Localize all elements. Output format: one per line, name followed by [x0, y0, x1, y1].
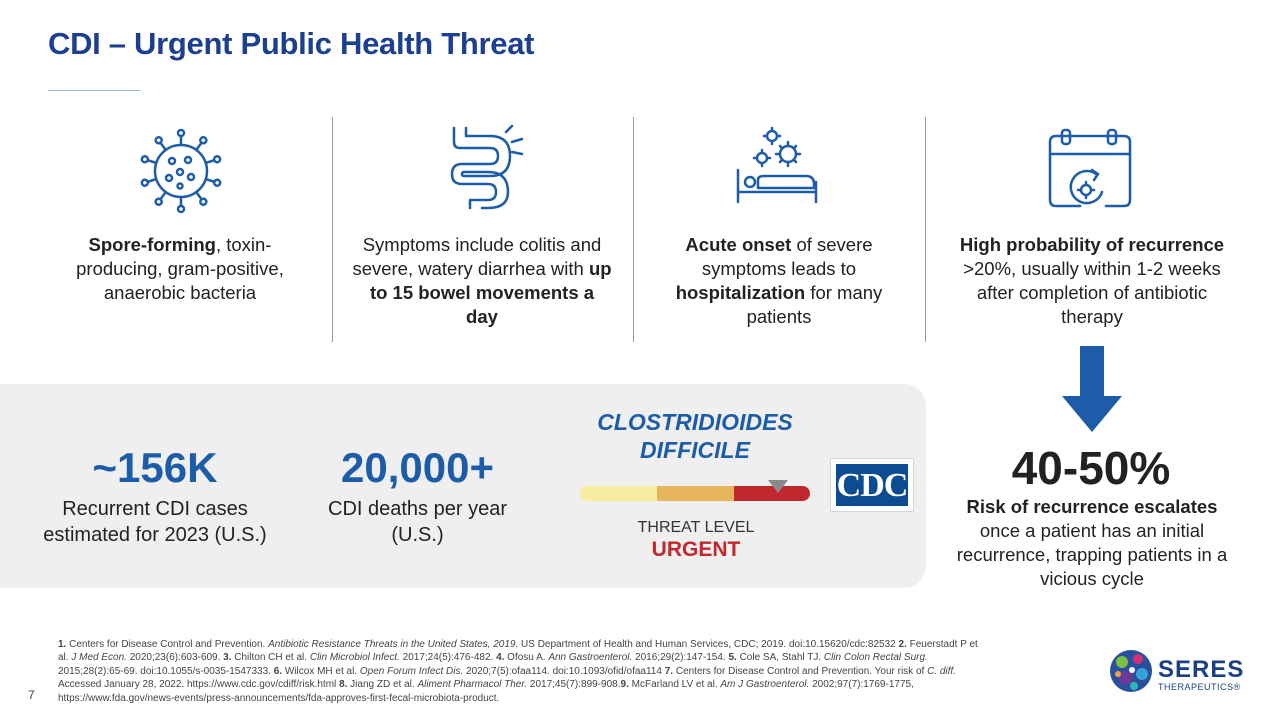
- reference-run: US Department of Health and Human Servic…: [518, 639, 899, 650]
- recurrence-text: Risk of recurrence escalates once a pati…: [946, 495, 1238, 591]
- column-divider: [925, 117, 926, 342]
- seres-logo-tagline: THERAPEUTICS®: [1158, 682, 1241, 692]
- reference-run: Ann Gastroenterol.: [548, 652, 633, 664]
- threat-level-label: THREAT LEVEL: [637, 519, 755, 536]
- feature-text-run: Symptoms include colitis and severe, wat…: [352, 234, 602, 279]
- reference-run: Jiang ZD et al.: [347, 679, 418, 691]
- intestine-icon: [450, 124, 524, 210]
- column-divider: [633, 117, 634, 342]
- threat-bar-low: [580, 486, 657, 501]
- threat-bar-high: [734, 486, 810, 501]
- cases-value: ~156K: [92, 444, 218, 491]
- reference-run: 1.: [58, 639, 67, 650]
- reference-run: 2.: [898, 639, 907, 650]
- feature-text-run: >20%, usually within 1-2 weeks after com…: [963, 258, 1221, 327]
- reference-run: 2020;7(5):ofaa114. doi:10.1093/ofid/ofaa…: [463, 665, 665, 677]
- threat-level-value: URGENT: [651, 538, 741, 561]
- column-divider: [332, 117, 333, 342]
- reference-run: Accessed January 28, 2022. https://www.c…: [58, 679, 340, 691]
- feature-text-run: Acute onset: [685, 234, 792, 255]
- bacteria-icon: [140, 128, 222, 214]
- feature-text-run: High probability of recurrence: [959, 234, 1225, 255]
- reference-run: Chilton CH et al.: [231, 652, 310, 664]
- reference-run: Cole SA, Stahl TJ.: [736, 652, 824, 664]
- seres-logo-mark: [1110, 650, 1152, 692]
- reference-run: Aliment Pharmacol Ther.: [417, 679, 528, 691]
- reference-run: McFarland LV et al.: [628, 679, 721, 691]
- feature-text-onset: Acute onset of severe symptoms leads to …: [660, 233, 898, 329]
- feature-text-run: , toxin-producing, gram-positive, anaero…: [76, 234, 284, 303]
- hospital-bed-icon: [736, 126, 818, 204]
- page-number: 7: [28, 688, 35, 702]
- seres-logo-name: SERES: [1158, 656, 1245, 683]
- reference-run: Centers for Disease Control and Preventi…: [66, 639, 269, 650]
- reference-run: 2020;23(6):603-609.: [126, 652, 224, 664]
- title-underline: [48, 90, 140, 91]
- recurrence-text-bold: Risk of recurrence escalates: [966, 496, 1218, 517]
- recurrence-text-rest: once a patient has an initial recurrence…: [956, 520, 1228, 589]
- cases-label: Recurrent CDI cases estimated for 2023 (…: [43, 498, 267, 546]
- threat-level-marker: [768, 480, 788, 493]
- reference-run: 2016;29(2):147-154.: [632, 652, 729, 664]
- reference-run: 2015;28(2):65-69. doi:10.1055/s-0035-154…: [58, 665, 274, 677]
- feature-text-run: hospitalization: [675, 282, 806, 303]
- reference-run: Am J Gastroenterol.: [720, 679, 810, 691]
- feature-text-run: of severe symptoms leads to: [701, 234, 873, 279]
- reference-run: C. diff.: [927, 665, 956, 677]
- reference-run: Ofosu A.: [504, 652, 549, 664]
- feature-text-bacteria: Spore-forming, toxin-producing, gram-pos…: [60, 233, 300, 305]
- reference-run: 5.: [728, 652, 737, 664]
- reference-run: 2017;24(5):476-482.: [399, 652, 497, 664]
- feature-text-symptoms: Symptoms include colitis and severe, wat…: [352, 233, 612, 329]
- reference-run: 6.: [273, 665, 283, 677]
- down-arrow-icon: [1062, 346, 1122, 432]
- reference-run: 2017;45(7):899-908.: [527, 679, 621, 691]
- organism-name: CLOSTRIDIOIDES DIFFICILE: [597, 409, 793, 463]
- deaths-label: CDI deaths per year (U.S.): [328, 498, 507, 546]
- reference-run: Antibiotic Resistance Threats in the Uni…: [268, 639, 519, 650]
- reference-run: Clin Microbiol Infect.: [309, 652, 400, 664]
- feature-text-recurrence: High probability of recurrence >20%, usu…: [946, 233, 1238, 329]
- reference-run: Clin Colon Rectal Surg.: [823, 652, 928, 664]
- feature-text-run: up to 15 bowel movements a day: [369, 258, 612, 327]
- reference-run: Open Forum Infect Dis.: [359, 665, 464, 677]
- reference-run: 7.: [664, 665, 674, 677]
- cdc-logo-text: CDC: [834, 462, 910, 508]
- reference-run: Wilcox MH et al.: [282, 665, 360, 677]
- calendar-recurrence-icon: [1048, 128, 1132, 208]
- reference-run: 2002;97(7):1769-1775, https://www.fda.go…: [58, 679, 914, 704]
- references: 1. Centers for Disease Control and Preve…: [58, 638, 978, 705]
- feature-text-run: for many patients: [746, 282, 883, 327]
- reference-run: Centers for Disease Control and Preventi…: [673, 665, 928, 677]
- threat-bar-medium: [657, 486, 734, 501]
- reference-run: 3.: [223, 652, 232, 664]
- reference-run: 8.: [339, 679, 348, 691]
- cdc-logo: CDC: [830, 458, 914, 512]
- reference-run: 4.: [496, 652, 505, 664]
- deaths-value: 20,000+: [341, 444, 494, 491]
- feature-text-run: Spore-forming: [88, 234, 216, 255]
- recurrence-value: 40-50%: [1011, 442, 1171, 494]
- reference-run: J Med Econ.: [71, 652, 127, 664]
- page-title: CDI – Urgent Public Health Threat: [48, 26, 535, 61]
- reference-run: 9.: [620, 679, 629, 691]
- reference-run: Feuerstadt P et al.: [58, 639, 978, 664]
